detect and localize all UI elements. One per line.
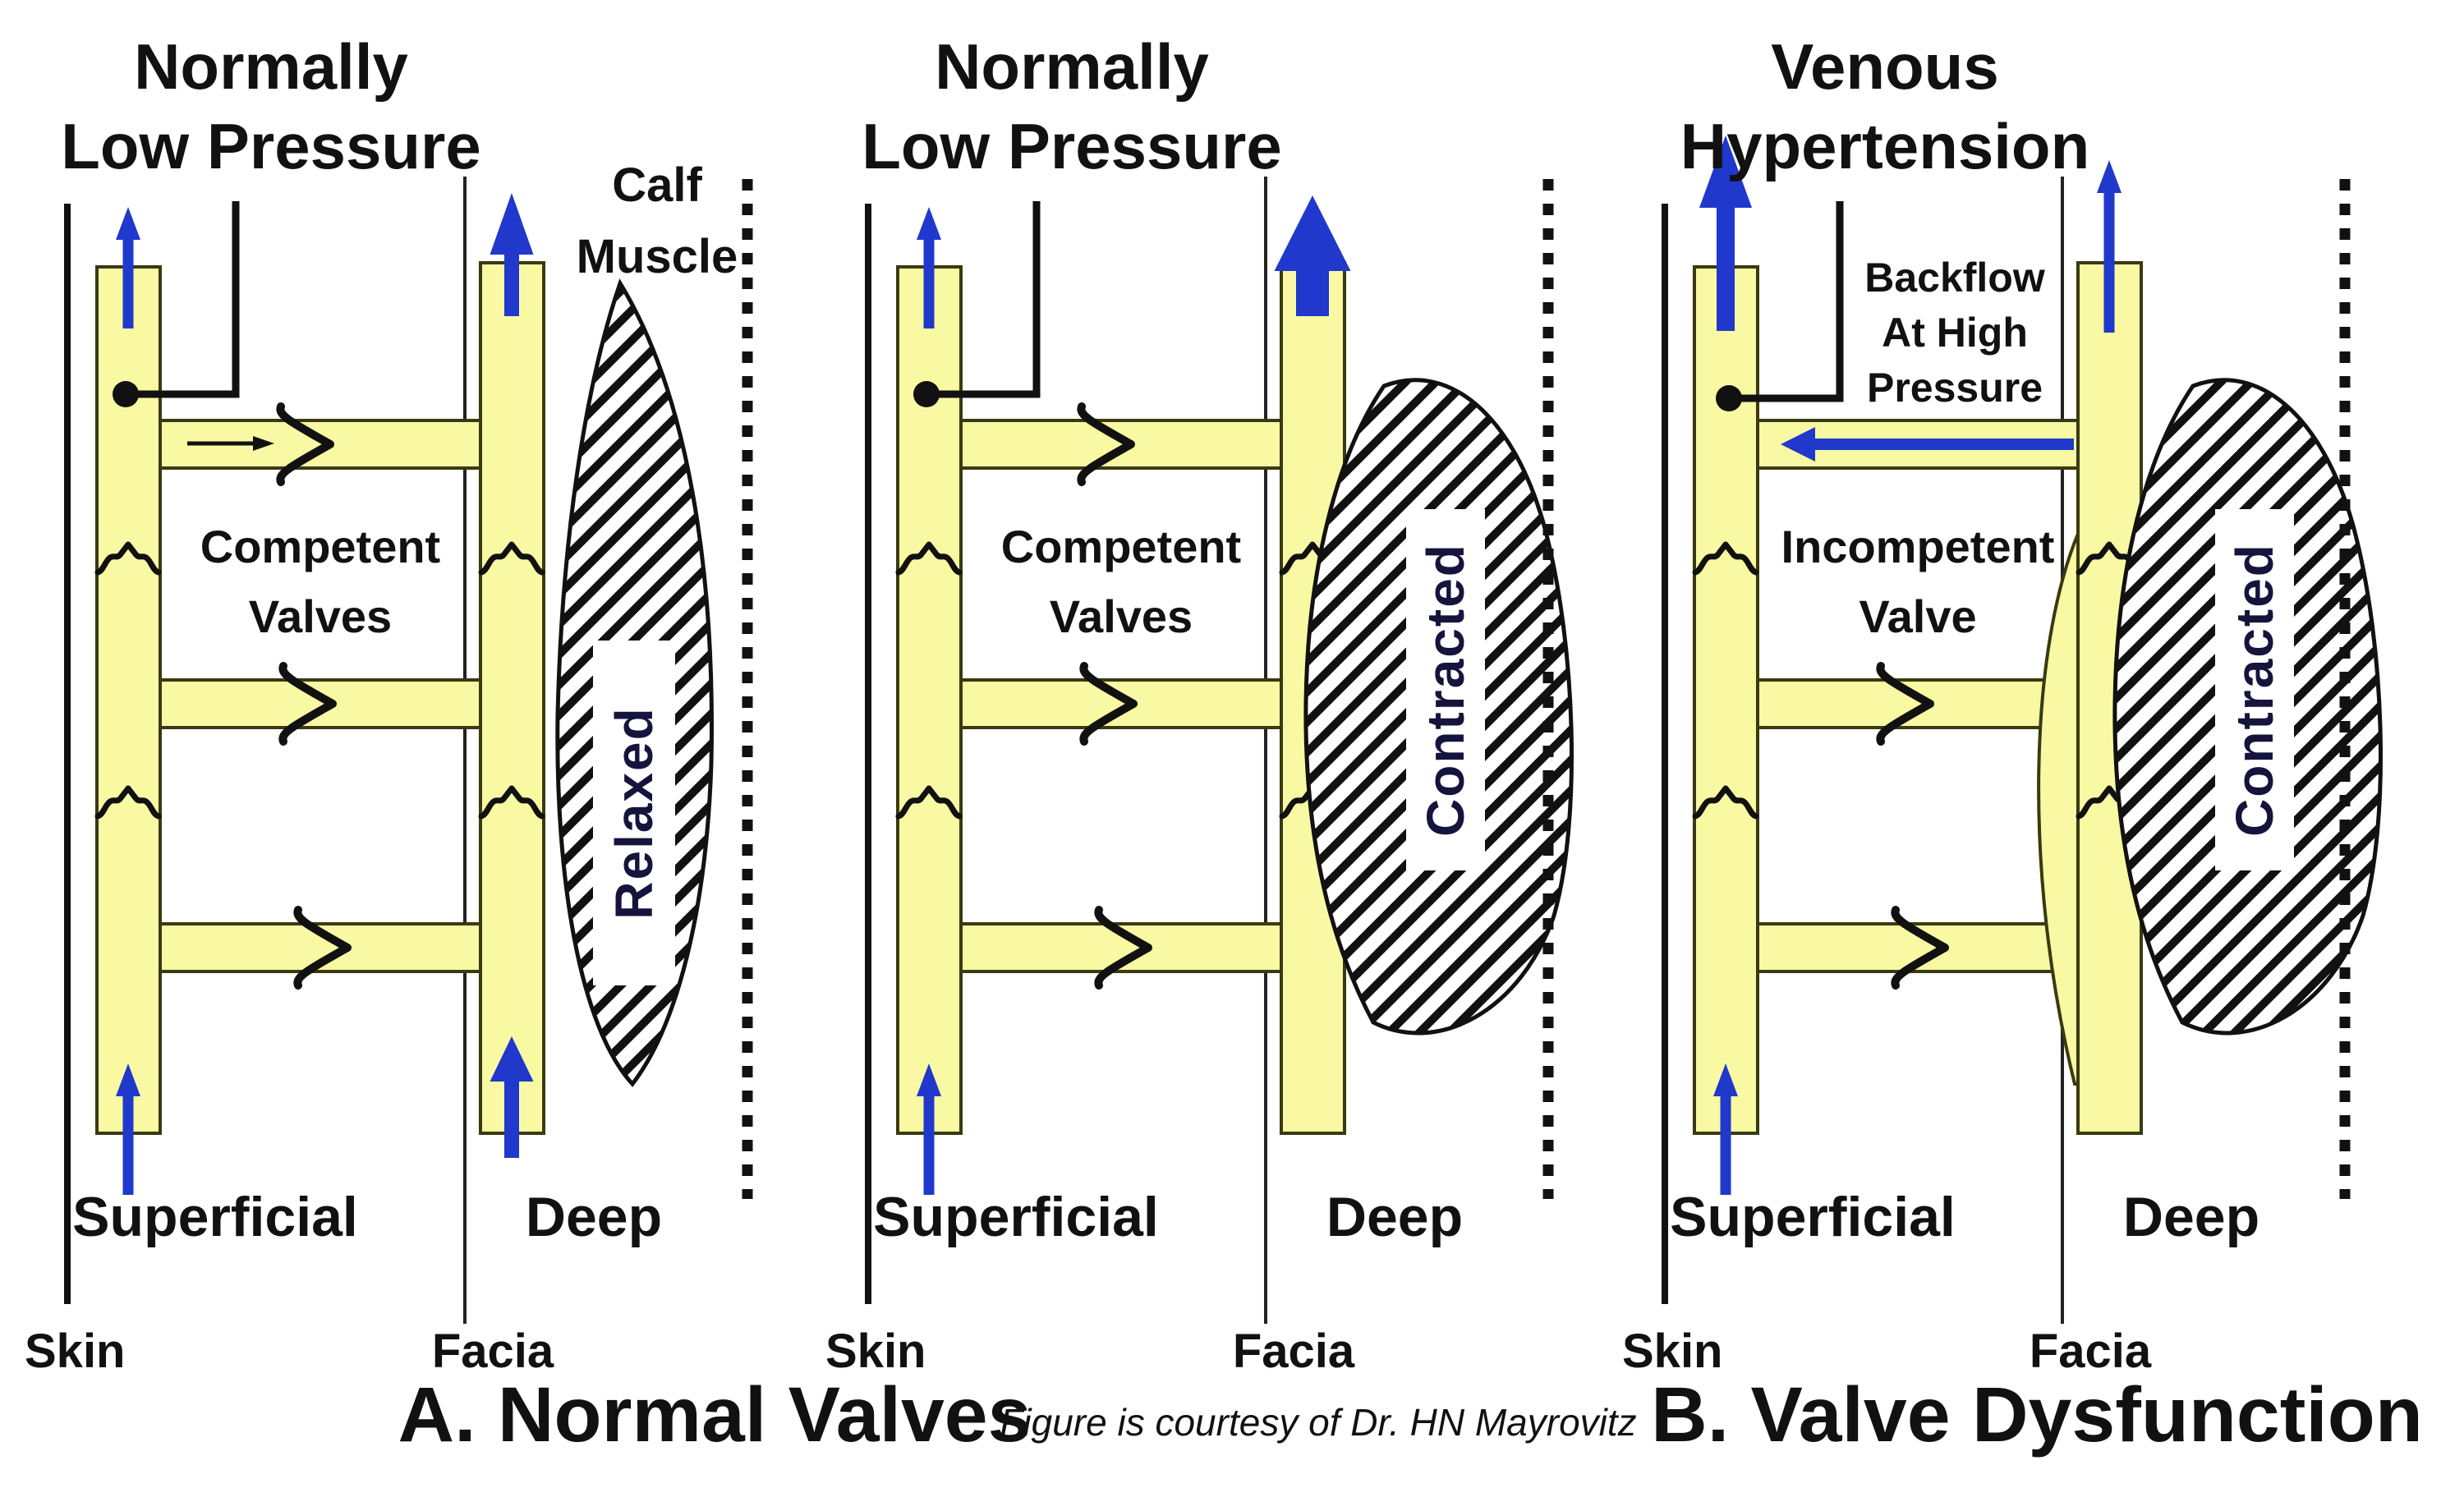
valve-chevron-icon bbox=[278, 662, 337, 746]
panel-normal-valves: Relaxed Normally Low Pressure Calf Muscl… bbox=[25, 30, 753, 1378]
superficial-vein bbox=[95, 265, 162, 1135]
title-pointer-line bbox=[126, 201, 240, 398]
superficial-label: Superficial bbox=[873, 1186, 1159, 1248]
fascia-label: Facia bbox=[432, 1325, 554, 1378]
flow-up-arrow-icon bbox=[116, 1063, 140, 1195]
ejection-up-arrow-icon bbox=[1274, 195, 1351, 316]
deep-vein-bulge bbox=[2037, 533, 2080, 1086]
valve-caret-icon bbox=[1692, 541, 1759, 576]
deep-label: Deep bbox=[1326, 1186, 1463, 1248]
panel-title-line1: Venous bbox=[1771, 30, 1998, 103]
superficial-vein bbox=[1693, 265, 1759, 1135]
perforator-vein-top bbox=[959, 419, 1283, 470]
flow-up-arrow-icon bbox=[917, 1063, 941, 1195]
valve-status-label-line2: Valves bbox=[1050, 590, 1193, 642]
backflow-label-line3: Pressure bbox=[1867, 365, 2043, 411]
muscle-state-label: Contracted bbox=[1416, 543, 1475, 837]
valve-status-label-line2: Valve bbox=[1859, 590, 1976, 642]
backflow-left-arrow-icon bbox=[1781, 427, 2074, 462]
valve-chevron-icon bbox=[1077, 402, 1135, 486]
flow-direction-arrow-icon bbox=[187, 436, 274, 451]
panel-title-line1: Normally bbox=[935, 30, 1209, 103]
deep-label: Deep bbox=[526, 1186, 662, 1248]
hypertension-up-arrow-icon bbox=[1699, 135, 1752, 331]
valve-caret-icon bbox=[895, 785, 963, 820]
valve-caret-icon bbox=[478, 785, 545, 820]
panel-title-line2: Low Pressure bbox=[61, 110, 481, 182]
perforator-vein-middle bbox=[959, 678, 1283, 729]
calf-muscle-label-line2: Muscle bbox=[577, 230, 738, 283]
muscle-state-label: Contracted bbox=[2225, 543, 2284, 837]
perforator-vein-middle bbox=[159, 678, 482, 729]
deep-vein bbox=[479, 261, 545, 1135]
caption-panel-a: A. Normal Valves bbox=[398, 1371, 1032, 1458]
flow-up-arrow-icon bbox=[490, 193, 534, 316]
superficial-label: Superficial bbox=[72, 1186, 358, 1248]
panel-contracted-normal: Contracted Normally Low Pressure Compete… bbox=[825, 30, 1574, 1378]
panel-valve-dysfunction: Contracted Venous Hypertension Backflow … bbox=[1622, 30, 2384, 1378]
valve-chevron-icon bbox=[1079, 662, 1138, 746]
title-pointer-line bbox=[926, 201, 1041, 398]
panel-title-line2: Low Pressure bbox=[862, 110, 1282, 182]
muscle-state-box bbox=[1406, 509, 1485, 870]
muscle-state-label: Relaxed bbox=[605, 706, 664, 919]
skin-label: Skin bbox=[825, 1325, 926, 1378]
valve-caret-icon bbox=[478, 541, 545, 576]
valve-chevron-icon bbox=[1876, 662, 1934, 746]
muscle-state-box bbox=[593, 641, 675, 985]
valve-chevron-icon bbox=[276, 402, 334, 486]
flow-up-arrow-icon bbox=[116, 207, 140, 328]
backflow-label-line2: At High bbox=[1882, 310, 2028, 356]
deep-label: Deep bbox=[2123, 1186, 2259, 1248]
valve-chevron-icon bbox=[1094, 906, 1152, 990]
backflow-label-line1: Backflow bbox=[1864, 255, 2045, 301]
valve-status-label-line1: Competent bbox=[200, 521, 440, 572]
caption-panel-b: B. Valve Dysfunction bbox=[1651, 1371, 2423, 1458]
title-pointer-line bbox=[1729, 201, 1844, 402]
valve-status-label-line1: Incompetent bbox=[1781, 521, 2055, 572]
valve-status-label-line2: Valves bbox=[249, 590, 392, 642]
valve-caret-icon bbox=[1692, 785, 1759, 820]
panel-title-line1: Normally bbox=[134, 30, 408, 103]
valve-caret-icon bbox=[895, 541, 963, 576]
figure-credit: Figure is courtesy of Dr. HN Mayrovitz bbox=[1000, 1401, 1636, 1444]
fascia-label: Facia bbox=[2030, 1325, 2152, 1378]
valve-chevron-icon bbox=[1891, 906, 1949, 990]
figure-captions: A. Normal Valves Figure is courtesy of D… bbox=[398, 1371, 2423, 1458]
valve-status-label-line1: Competent bbox=[1001, 521, 1241, 572]
panel-title-line2: Hypertension bbox=[1680, 110, 2089, 182]
pointer-dot bbox=[113, 381, 139, 407]
perforator-vein-middle bbox=[1756, 678, 2080, 729]
skin-label: Skin bbox=[25, 1325, 126, 1378]
valve-caret-icon bbox=[94, 785, 162, 820]
calf-muscle-label-line1: Calf bbox=[612, 158, 702, 212]
fascia-label: Facia bbox=[1233, 1325, 1355, 1378]
valve-chevron-icon bbox=[293, 906, 352, 990]
muscle-state-box bbox=[2215, 509, 2294, 870]
flow-up-arrow-icon bbox=[490, 1036, 534, 1158]
pointer-dot bbox=[913, 381, 940, 407]
skin-label: Skin bbox=[1622, 1325, 1723, 1378]
flow-up-arrow-icon bbox=[917, 207, 941, 328]
flow-up-arrow-icon bbox=[1713, 1063, 1738, 1195]
pointer-dot bbox=[1716, 385, 1742, 411]
flow-up-arrow-icon bbox=[2097, 160, 2122, 333]
valve-caret-icon bbox=[94, 541, 162, 576]
superficial-label: Superficial bbox=[1670, 1186, 1956, 1248]
